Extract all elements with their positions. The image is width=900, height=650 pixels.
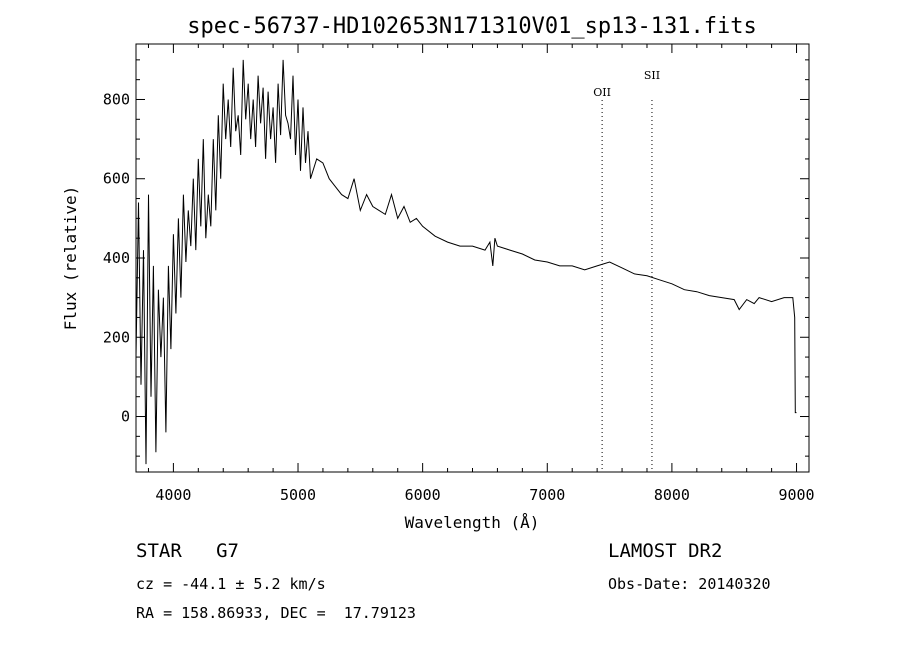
x-tick-label: 4000 <box>155 486 191 504</box>
class-label: STAR G7 <box>136 540 239 562</box>
y-tick-label: 0 <box>121 408 130 426</box>
x-tick-label: 6000 <box>405 486 441 504</box>
x-tick-label: 7000 <box>529 486 565 504</box>
spectrum-line <box>135 59 797 465</box>
plot-frame <box>135 43 810 473</box>
y-axis: 0 200 400 600 800 <box>103 59 809 457</box>
x-tick-label: 9000 <box>778 486 814 504</box>
cz-value: cz = -44.1 ± 5.2 km/s <box>136 575 326 593</box>
emission-line-label: OII <box>593 86 611 99</box>
plot-area: OII SII <box>135 59 797 472</box>
y-tick-label: 200 <box>103 328 130 346</box>
emission-line-label: SII <box>644 69 660 82</box>
survey-label: LAMOST DR2 <box>608 540 723 562</box>
chart-title: spec-56737-HD102653N171310V01_sp13-131.f… <box>187 14 757 39</box>
x-axis: 4000 5000 6000 7000 8000 9000 <box>147 44 815 504</box>
obs-date: Obs-Date: 20140320 <box>608 575 771 593</box>
x-tick-label: 8000 <box>654 486 690 504</box>
y-tick-label: 600 <box>103 170 130 188</box>
x-tick-label: 5000 <box>280 486 316 504</box>
y-axis-label: Flux (relative) <box>61 186 80 331</box>
ra-dec: RA = 158.86933, DEC = 17.79123 <box>136 604 416 622</box>
y-tick-label: 400 <box>103 249 130 267</box>
y-tick-label: 800 <box>103 90 130 108</box>
x-axis-label: Wavelength (Å) <box>405 513 540 532</box>
